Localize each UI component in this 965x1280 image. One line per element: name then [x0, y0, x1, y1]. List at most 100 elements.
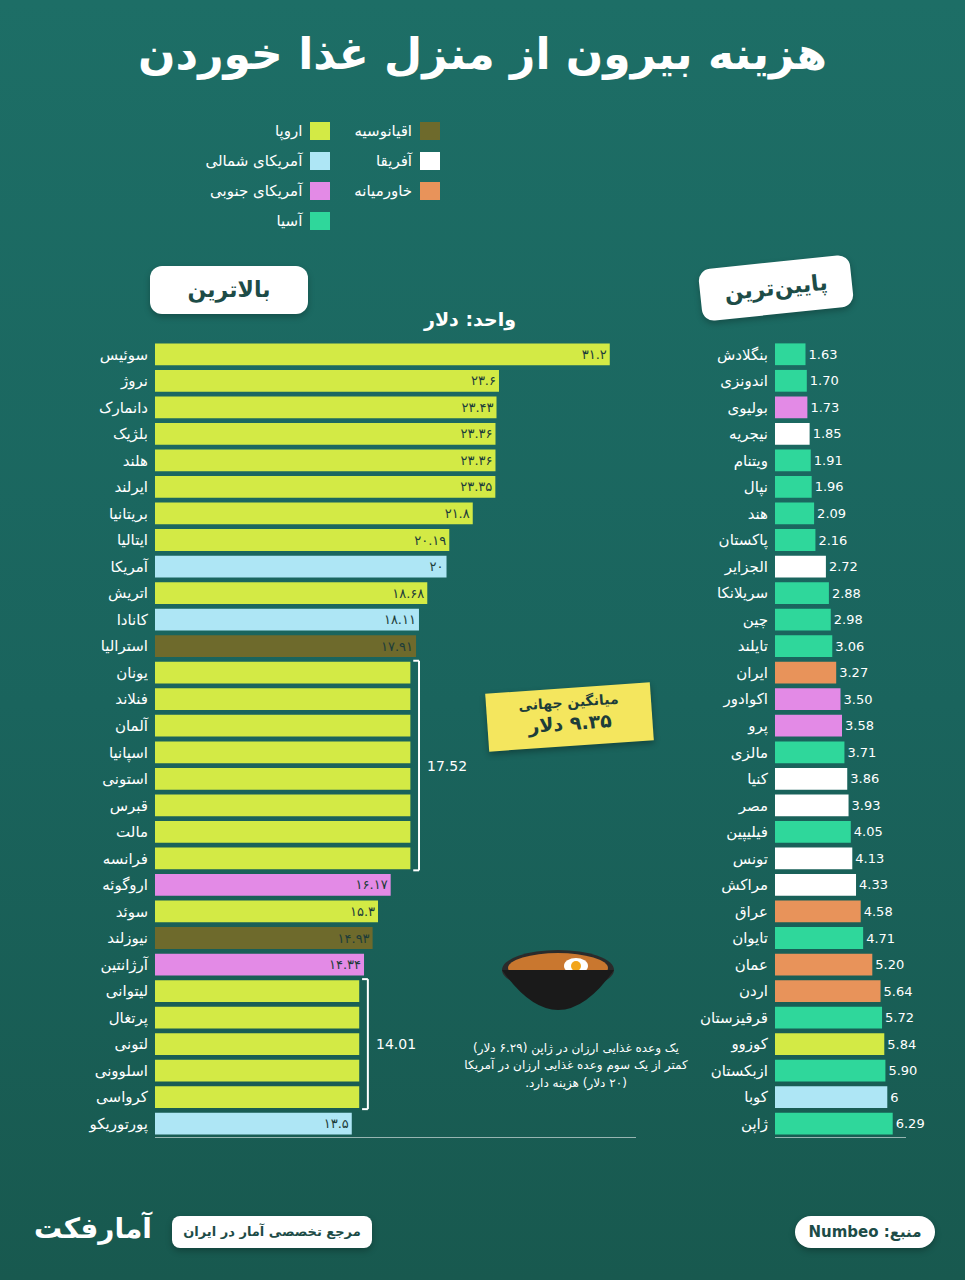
svg-text:اردن: اردن [739, 982, 768, 1000]
svg-text:پرتغال: پرتغال [109, 1009, 148, 1028]
svg-text:اکوادور: اکوادور [723, 690, 768, 708]
svg-text:مالت: مالت [116, 823, 148, 841]
svg-text:1.85: 1.85 [813, 426, 842, 441]
svg-text:تایوان: تایوان [732, 929, 768, 947]
svg-text:3.58: 3.58 [845, 718, 874, 733]
svg-text:3.27: 3.27 [839, 665, 868, 680]
svg-text:۲۰: ۲۰ [430, 559, 444, 574]
svg-text:مصر: مصر [738, 797, 768, 815]
svg-text:ایرلند: ایرلند [114, 478, 148, 496]
svg-text:2.98: 2.98 [834, 612, 863, 627]
svg-text:4.71: 4.71 [866, 931, 895, 946]
svg-text:۲۳.۳۵: ۲۳.۳۵ [460, 479, 492, 494]
svg-text:یونان: یونان [116, 664, 148, 682]
svg-text:۱۴.۹۳: ۱۴.۹۳ [338, 931, 370, 946]
svg-text:1.91: 1.91 [814, 453, 843, 468]
svg-text:کرواسی: کرواسی [96, 1088, 149, 1106]
svg-text:آرژانتین: آرژانتین [101, 956, 149, 974]
svg-text:کوبا: کوبا [744, 1088, 768, 1106]
svg-text:4.05: 4.05 [854, 824, 883, 839]
svg-text:5.20: 5.20 [875, 957, 904, 972]
svg-text:استرالیا: استرالیا [101, 637, 148, 655]
svg-text:سوئد: سوئد [116, 903, 148, 921]
svg-text:بنگلادش: بنگلادش [717, 346, 768, 364]
svg-text:2.88: 2.88 [832, 586, 861, 601]
svg-text:۱۳.۵: ۱۳.۵ [324, 1116, 349, 1131]
svg-text:۲۱.۸: ۲۱.۸ [445, 506, 470, 521]
svg-text:3.93: 3.93 [852, 798, 881, 813]
svg-text:۲۳.۳۶: ۲۳.۳۶ [460, 453, 492, 468]
svg-text:فنلاند: فنلاند [115, 690, 148, 708]
svg-text:اسپانیا: اسپانیا [109, 744, 148, 763]
svg-text:ازبکستان: ازبکستان [711, 1062, 768, 1080]
svg-text:۲۳.۴۳: ۲۳.۴۳ [461, 400, 493, 415]
svg-text:ایران: ایران [736, 664, 768, 682]
svg-text:مراکش: مراکش [721, 876, 768, 894]
svg-text:فرانسه: فرانسه [103, 850, 148, 868]
svg-text:۱۶.۱۷: ۱۶.۱۷ [356, 877, 388, 892]
svg-text:کوزوو: کوزوو [730, 1035, 768, 1053]
svg-text:الجزایر: الجزایر [724, 558, 768, 576]
svg-text:هند: هند [748, 505, 768, 523]
svg-text:5.90: 5.90 [888, 1063, 917, 1078]
svg-text:3.50: 3.50 [844, 692, 873, 707]
svg-text:4.58: 4.58 [864, 904, 893, 919]
svg-text:1.70: 1.70 [810, 373, 839, 388]
svg-text:۲۳.۳۶: ۲۳.۳۶ [460, 426, 492, 441]
svg-text:اندونزی: اندونزی [720, 372, 768, 390]
svg-text:پرو: پرو [747, 717, 768, 736]
svg-text:هلند: هلند [123, 452, 148, 470]
svg-text:فیلیپین: فیلیپین [726, 823, 768, 842]
svg-text:قرقیزستان: قرقیزستان [700, 1009, 768, 1027]
svg-text:ویتنام: ویتنام [734, 452, 768, 470]
svg-text:نپال: نپال [744, 478, 768, 497]
svg-text:۳۱.۲: ۳۱.۲ [582, 347, 607, 362]
svg-text:پاکستان: پاکستان [719, 531, 768, 550]
svg-text:3.06: 3.06 [835, 639, 864, 654]
svg-text:نروژ: نروژ [120, 372, 148, 390]
svg-text:استونی: استونی [102, 770, 148, 788]
svg-text:۱۸.۱۱: ۱۸.۱۱ [384, 612, 416, 627]
svg-text:لتونی: لتونی [114, 1035, 148, 1053]
svg-text:بلژیک: بلژیک [113, 425, 148, 443]
svg-text:ایتالیا: ایتالیا [117, 531, 148, 549]
svg-text:۲۳.۶: ۲۳.۶ [471, 373, 496, 388]
svg-text:کانادا: کانادا [117, 611, 149, 629]
svg-text:5.72: 5.72 [885, 1010, 914, 1025]
svg-text:3.71: 3.71 [847, 745, 876, 760]
svg-text:1.63: 1.63 [809, 347, 838, 362]
svg-text:نیوزلند: نیوزلند [107, 929, 148, 947]
svg-text:قبرس: قبرس [110, 797, 148, 815]
svg-text:۱۴.۳۴: ۱۴.۳۴ [329, 957, 361, 972]
svg-text:۱۷.۹۱: ۱۷.۹۱ [381, 639, 413, 654]
svg-text:عمان: عمان [735, 956, 768, 974]
svg-text:5.84: 5.84 [887, 1037, 916, 1052]
svg-text:2.72: 2.72 [829, 559, 858, 574]
svg-text:6: 6 [890, 1090, 898, 1105]
svg-text:تایلند: تایلند [738, 637, 768, 655]
svg-text:مالزی: مالزی [731, 744, 768, 762]
svg-text:عراق: عراق [735, 903, 768, 921]
svg-text:نیجریه: نیجریه [729, 425, 768, 443]
svg-text:آمریکا: آمریکا [110, 558, 148, 576]
svg-text:ژاپن: ژاپن [741, 1115, 768, 1134]
svg-text:چین: چین [743, 611, 768, 629]
svg-text:اسلوونی: اسلوونی [95, 1062, 148, 1080]
svg-text:6.29: 6.29 [896, 1116, 925, 1131]
svg-text:سوئیس: سوئیس [100, 346, 148, 364]
svg-text:بولیوی: بولیوی [727, 399, 768, 417]
svg-text:سریلانکا: سریلانکا [717, 584, 768, 602]
svg-text:کنیا: کنیا [747, 770, 769, 788]
svg-text:اتریش: اتریش [108, 584, 148, 602]
svg-text:4.13: 4.13 [855, 851, 884, 866]
svg-text:پورتوریکو: پورتوریکو [88, 1115, 148, 1134]
svg-text:2.16: 2.16 [818, 533, 847, 548]
svg-text:تونس: تونس [733, 850, 768, 868]
svg-text:۱۵.۳: ۱۵.۳ [350, 904, 375, 919]
svg-text:اروگوئه: اروگوئه [102, 876, 148, 894]
svg-text:3.86: 3.86 [850, 771, 879, 786]
svg-text:آلمان: آلمان [115, 717, 149, 735]
svg-text:2.09: 2.09 [817, 506, 846, 521]
svg-text:۱۸.۶۸: ۱۸.۶۸ [392, 586, 424, 601]
svg-text:بریتانیا: بریتانیا [109, 505, 148, 523]
